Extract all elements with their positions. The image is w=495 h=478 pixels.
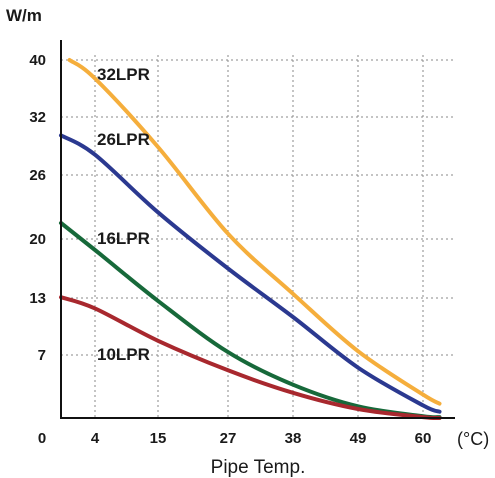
series-line-10lpr [59, 295, 442, 421]
series-line-26lpr [59, 133, 442, 414]
series-labels: 32LPR 26LPR 16LPR 10LPR [97, 65, 150, 364]
grid [61, 55, 455, 418]
series-label-26lpr: 26LPR [97, 130, 150, 149]
x-axis-unit: (°C) [457, 429, 489, 449]
x-axis-title: Pipe Temp. [211, 457, 306, 478]
x-tick-label: 49 [350, 430, 367, 447]
x-tick-label: 27 [220, 430, 237, 447]
y-tick-label: 7 [38, 347, 46, 364]
x-tick-label: 38 [285, 430, 302, 447]
series-line-32lpr [67, 58, 442, 406]
x-tick-label: 4 [91, 430, 100, 447]
y-tick-label: 13 [29, 290, 46, 307]
x-tick-label: 15 [150, 430, 167, 447]
series-label-10lpr: 10LPR [97, 345, 150, 364]
axes [60, 40, 455, 419]
x-tick-label: 60 [415, 430, 432, 447]
x-tick-label: 0 [38, 430, 46, 447]
y-tick-label: 26 [29, 167, 46, 184]
y-axis-title: W/m [6, 6, 42, 25]
y-tick-label: 20 [29, 231, 46, 248]
y-tick-label: 40 [29, 52, 46, 69]
tick-labels: 0 4 15 27 38 49 60 7 13 20 26 32 40 [29, 52, 431, 447]
series-label-16lpr: 16LPR [97, 229, 150, 248]
series-lines [59, 58, 442, 421]
y-tick-label: 32 [29, 109, 46, 126]
series-label-32lpr: 32LPR [97, 65, 150, 84]
